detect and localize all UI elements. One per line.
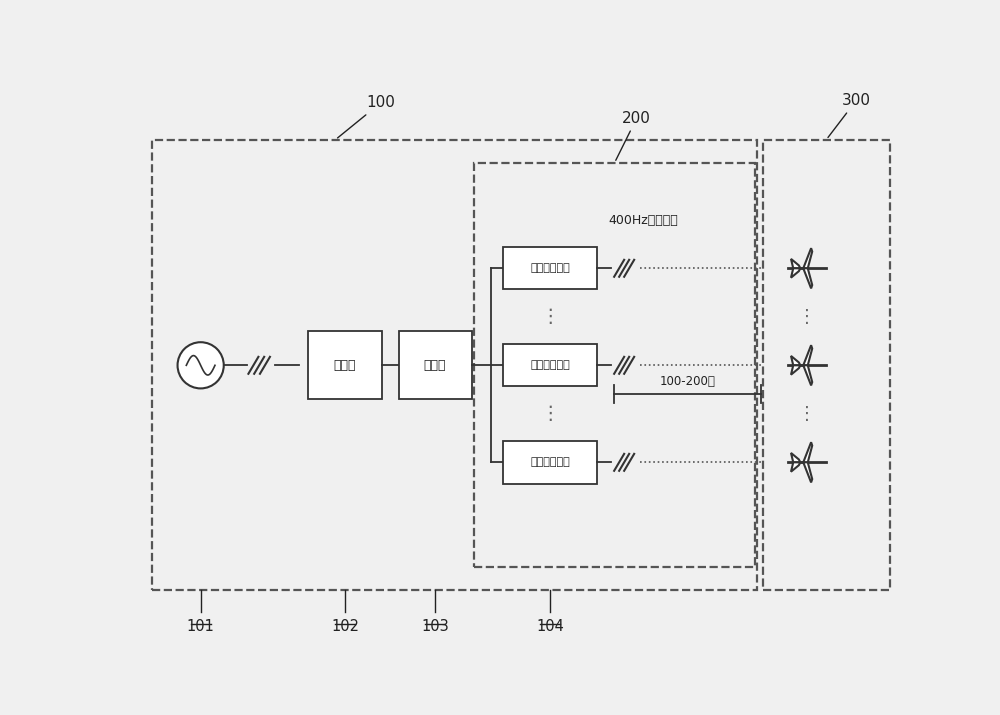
Text: 航空地面电源: 航空地面电源 bbox=[530, 458, 570, 468]
Circle shape bbox=[178, 342, 224, 388]
Text: ⋮: ⋮ bbox=[540, 307, 560, 326]
Bar bbox=[503, 344, 597, 387]
Polygon shape bbox=[803, 268, 812, 288]
Polygon shape bbox=[803, 345, 812, 365]
Text: ⋮: ⋮ bbox=[540, 404, 560, 423]
Text: 400Hz输电线缆: 400Hz输电线缆 bbox=[609, 214, 678, 227]
Bar bbox=[503, 441, 597, 483]
Bar bbox=[308, 332, 382, 399]
Bar bbox=[474, 163, 755, 567]
Text: ⋮: ⋮ bbox=[798, 405, 816, 423]
Text: 101: 101 bbox=[187, 619, 215, 634]
Bar bbox=[763, 139, 890, 590]
Bar bbox=[399, 332, 472, 399]
Text: 200: 200 bbox=[616, 111, 651, 160]
Text: 103: 103 bbox=[421, 619, 449, 634]
Text: 100-200米: 100-200米 bbox=[660, 375, 716, 388]
Polygon shape bbox=[803, 443, 812, 463]
Polygon shape bbox=[791, 268, 800, 277]
Text: 航空地面电源: 航空地面电源 bbox=[530, 263, 570, 273]
Polygon shape bbox=[791, 356, 800, 365]
Text: 变压器: 变压器 bbox=[334, 359, 356, 372]
Text: ⋮: ⋮ bbox=[798, 307, 816, 326]
Polygon shape bbox=[791, 453, 800, 463]
Bar bbox=[503, 247, 597, 290]
Text: 100: 100 bbox=[338, 95, 395, 138]
Polygon shape bbox=[791, 259, 800, 268]
Polygon shape bbox=[803, 248, 812, 268]
Polygon shape bbox=[791, 365, 800, 375]
Polygon shape bbox=[803, 463, 812, 483]
Text: 104: 104 bbox=[536, 619, 564, 634]
Text: 102: 102 bbox=[331, 619, 359, 634]
Text: 航空地面电源: 航空地面电源 bbox=[530, 360, 570, 370]
Text: 300: 300 bbox=[828, 93, 871, 137]
Polygon shape bbox=[803, 365, 812, 385]
Bar bbox=[152, 139, 757, 590]
Text: 配电柜: 配电柜 bbox=[424, 359, 446, 372]
Polygon shape bbox=[791, 463, 800, 472]
